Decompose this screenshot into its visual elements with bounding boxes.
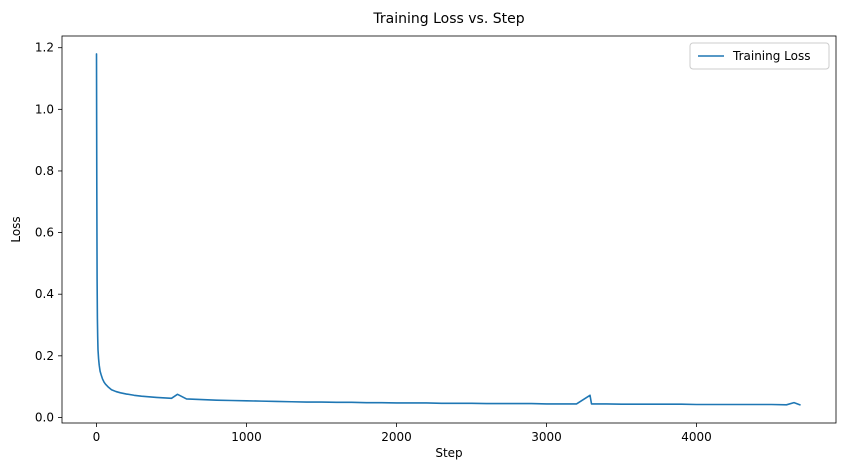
chart-title: Training Loss vs. Step <box>372 11 524 27</box>
x-axis-ticks: 0 1000 2000 3000 4000 <box>93 423 712 444</box>
series-layer <box>95 53 801 406</box>
y-tick-label: 0.8 <box>35 164 54 178</box>
series-line-training-loss <box>95 53 801 406</box>
y-axis-label: Loss <box>9 216 23 242</box>
y-tick-label: 0.4 <box>35 287 54 301</box>
x-tick-label: 3000 <box>531 430 562 444</box>
x-tick-label: 2000 <box>381 430 412 444</box>
y-tick-label: 1.0 <box>35 102 54 116</box>
x-axis-label: Step <box>435 446 462 460</box>
x-tick-label: 1000 <box>231 430 262 444</box>
x-tick-label: 4000 <box>681 430 712 444</box>
legend-label-training-loss: Training Loss <box>732 49 810 63</box>
y-tick-label: 0.6 <box>35 226 54 240</box>
legend: Training Loss <box>689 42 830 70</box>
y-tick-label: 0.2 <box>35 349 54 363</box>
x-tick-label: 0 <box>93 430 101 444</box>
y-tick-label: 0.0 <box>35 410 54 424</box>
y-axis-ticks: 0.0 0.2 0.4 0.6 0.8 1.0 1.2 <box>35 41 62 424</box>
y-tick-label: 1.2 <box>35 41 54 55</box>
plot-frame <box>61 35 837 424</box>
legend-box <box>689 42 830 70</box>
plot-area <box>62 36 836 423</box>
